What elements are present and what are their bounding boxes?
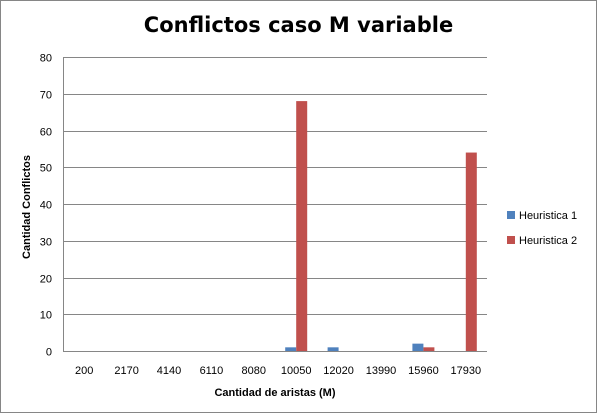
chart-title: Conflictos caso M variable xyxy=(143,13,454,37)
y-tick-labels: 0 10 20 30 40 50 60 70 80 xyxy=(40,53,52,359)
y-tick-label: 70 xyxy=(40,90,52,102)
bar-1-15960 xyxy=(412,343,424,351)
x-tick-label: 17930 xyxy=(451,365,482,377)
legend-label-2: Heuristica 2 xyxy=(519,235,577,247)
y-tick-label: 40 xyxy=(40,200,52,212)
x-tick-label: 8080 xyxy=(242,365,266,377)
x-tick-labels: 200 2170 4140 6110 8080 10050 12020 13990 15960 1… xyxy=(75,365,481,377)
y-axis-title: Cantidad Conflictos xyxy=(21,155,33,259)
x-axis-title: Cantidad de aristas (M) xyxy=(214,387,335,399)
x-tick-label: 10050 xyxy=(281,365,312,377)
y-tick-label: 10 xyxy=(40,310,52,322)
legend-swatch-1 xyxy=(507,211,515,219)
legend-swatch-2 xyxy=(507,236,515,244)
x-tick-label: 6110 xyxy=(200,365,224,377)
y-tick-label: 20 xyxy=(40,274,52,286)
legend-label-1: Heuristica 1 xyxy=(519,210,577,222)
y-tick-label: 30 xyxy=(40,237,52,249)
bars xyxy=(285,101,477,351)
bar-1-10050 xyxy=(285,347,297,351)
x-tick-label: 15960 xyxy=(408,365,439,377)
legend: Heuristica 1 Heuristica 2 xyxy=(507,210,577,247)
x-tick-label: 13990 xyxy=(366,365,397,377)
y-tick-label: 80 xyxy=(40,53,52,65)
y-tick-label: 60 xyxy=(40,127,52,139)
bar-2-10050 xyxy=(296,101,308,351)
x-tick-label: 200 xyxy=(75,365,93,377)
bar-1-12020 xyxy=(327,347,339,351)
bar-2-17930 xyxy=(465,152,477,351)
y-tick-label: 0 xyxy=(46,347,52,359)
gridlines xyxy=(63,57,487,352)
x-tick-label: 12020 xyxy=(323,365,354,377)
x-tick-label: 4140 xyxy=(157,365,181,377)
x-tick-label: 2170 xyxy=(114,365,138,377)
y-tick-label: 50 xyxy=(40,163,52,175)
bar-2-15960 xyxy=(423,347,435,351)
